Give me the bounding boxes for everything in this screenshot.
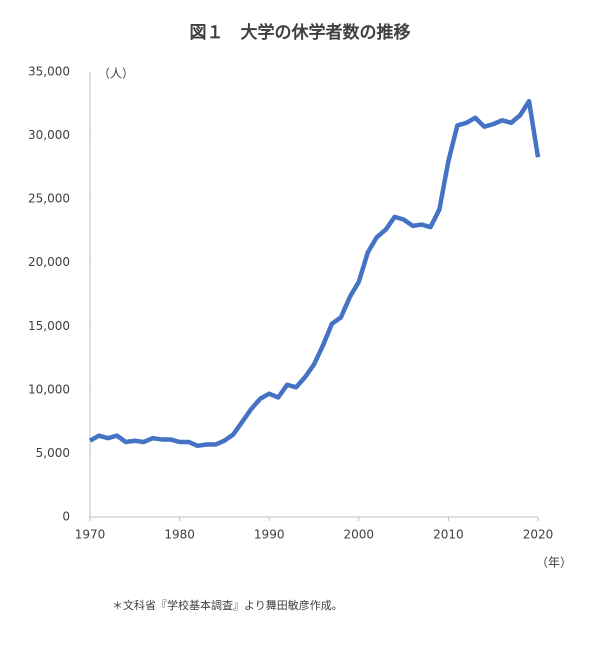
line-series [88,98,541,449]
y-tick-label: 35,000 [28,65,70,79]
y-tick-label: 15,000 [28,319,70,333]
y-tick-label: 10,000 [28,382,70,396]
note: ＊文科省『学校基本調査』より舞田敏彦作成。 [112,598,343,612]
x-tick-label: 2010 [433,528,464,542]
y-tick-label: 20,000 [28,255,70,269]
chart-title: 図１ 大学の休学者数の推移 [190,22,411,43]
x-tick-label: 1970 [75,528,106,542]
x-tick-label: 2000 [344,528,375,542]
y-unit: （人） [98,67,134,81]
y-tick-label: 30,000 [28,128,70,142]
y-tick-label: 0 [62,510,70,524]
x-tick-label: 1980 [164,528,195,542]
y-tick-label: 5,000 [36,446,70,460]
x-tick-label: 2020 [523,528,554,542]
y-tick-label: 25,000 [28,192,70,206]
x-tick-label: 1990 [254,528,285,542]
x-unit: （年） [536,556,572,570]
